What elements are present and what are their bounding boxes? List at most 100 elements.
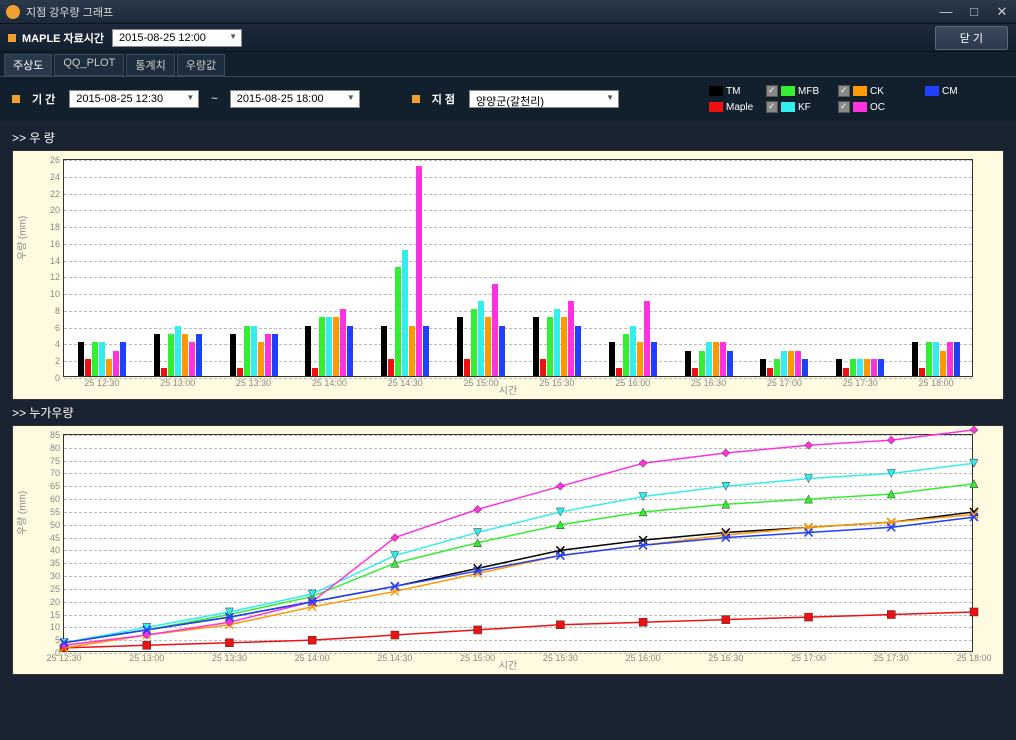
marker-oc: [970, 426, 978, 434]
line-chart-panel: 우량 (mm) 05101520253035404550556065707580…: [12, 425, 1004, 675]
marker-icon: [412, 95, 420, 103]
bar-ck: [409, 326, 415, 376]
bar-cm: [272, 334, 278, 376]
bar-group: [912, 342, 960, 376]
legend-item-oc[interactable]: OC: [838, 101, 902, 113]
legend-checkbox[interactable]: [838, 101, 850, 113]
bar-tm: [533, 317, 539, 376]
minimize-button[interactable]: —: [938, 4, 954, 20]
legend-item-maple[interactable]: Maple: [694, 101, 758, 113]
y-tick-label: 20: [50, 205, 60, 215]
line-tm: [64, 512, 974, 643]
bar-group: [78, 342, 126, 376]
bar-ck: [333, 317, 339, 376]
bar-chart-title: >> 우 량: [12, 129, 1004, 146]
gridline: [64, 244, 972, 245]
bar-maple: [312, 368, 318, 376]
tab-qq_plot[interactable]: QQ_PLOT: [54, 54, 124, 76]
legend-item-kf[interactable]: KF: [766, 101, 830, 113]
x-tick-label: 25 17:00: [767, 378, 802, 388]
marker-kf: [391, 552, 399, 560]
y-tick-label: 12: [50, 272, 60, 282]
bar-oc: [947, 342, 953, 376]
legend-item-mfb[interactable]: MFB: [766, 85, 830, 97]
period-from-combo[interactable]: 2015-08-25 12:30: [69, 90, 199, 108]
legend-item-tm[interactable]: TM: [694, 85, 758, 97]
station-combo[interactable]: 양양군(갈천리): [469, 90, 619, 108]
maple-time-combo[interactable]: 2015-08-25 12:00: [112, 29, 242, 47]
y-tick-label: 40: [50, 545, 60, 555]
bar-mfb: [319, 317, 325, 376]
bar-ck: [713, 342, 719, 376]
bar-tm: [685, 351, 691, 376]
bar-cm: [120, 342, 126, 376]
x-tick-label: 25 13:00: [160, 378, 195, 388]
bar-oc: [795, 351, 801, 376]
bar-tm: [609, 342, 615, 376]
x-tick-label: 25 16:30: [708, 653, 743, 663]
filter-bar: 기 간 2015-08-25 12:30 ~ 2015-08-25 18:00 …: [0, 77, 1016, 121]
period-to-combo[interactable]: 2015-08-25 18:00: [230, 90, 360, 108]
bar-group: [457, 284, 505, 376]
tab-통계치[interactable]: 통계치: [126, 54, 174, 76]
bar-tm: [78, 342, 84, 376]
bar-cm: [423, 326, 429, 376]
x-tick-label: 25 15:00: [464, 378, 499, 388]
bar-ck: [182, 334, 188, 376]
bar-mfb: [547, 317, 553, 376]
y-tick-label: 18: [50, 222, 60, 232]
legend-checkbox[interactable]: [766, 85, 778, 97]
legend-checkbox[interactable]: [766, 101, 778, 113]
bar-tm: [305, 326, 311, 376]
bar-tm: [760, 359, 766, 376]
bar-ck: [864, 359, 870, 376]
bar-mfb: [395, 267, 401, 376]
bar-tm: [912, 342, 918, 376]
y-tick-label: 16: [50, 239, 60, 249]
close-panel-button[interactable]: 닫 기: [935, 26, 1008, 50]
bar-kf: [326, 317, 332, 376]
bar-mfb: [92, 342, 98, 376]
gridline: [64, 653, 972, 654]
x-tick-label: 25 14:30: [377, 653, 412, 663]
marker-maple: [225, 639, 233, 647]
gridline: [64, 261, 972, 262]
y-tick-label: 55: [50, 507, 60, 517]
legend-label: TM: [726, 86, 758, 97]
x-tick-label: 25 16:00: [626, 653, 661, 663]
tab-우량값[interactable]: 우량값: [177, 54, 225, 76]
gridline: [64, 378, 972, 379]
legend-label: CK: [870, 86, 902, 97]
bar-mfb: [471, 309, 477, 376]
window-title: 지점 강우량 그래프: [26, 4, 938, 20]
gridline: [64, 160, 972, 161]
line-cm: [64, 517, 974, 643]
legend-item-ck[interactable]: CK: [838, 85, 902, 97]
marker-icon: [12, 95, 20, 103]
y-tick-label: 10: [50, 622, 60, 632]
marker-oc: [887, 436, 895, 444]
period-label: 기 간: [32, 91, 55, 107]
legend-swatch: [781, 86, 795, 96]
legend-swatch: [781, 102, 795, 112]
legend-spacer: [694, 85, 706, 97]
bar-tm: [457, 317, 463, 376]
y-tick-label: 26: [50, 155, 60, 165]
bar-kf: [630, 326, 636, 376]
x-tick-label: 25 18:00: [956, 653, 991, 663]
app-icon: [6, 5, 20, 19]
x-tick-label: 25 17:00: [791, 653, 826, 663]
tab-주상도[interactable]: 주상도: [4, 54, 52, 76]
bar-ck: [485, 317, 491, 376]
legend-checkbox[interactable]: [838, 85, 850, 97]
bar-cm: [802, 359, 808, 376]
legend-item-cm[interactable]: CM: [910, 85, 974, 97]
y-tick-label: 20: [50, 597, 60, 607]
bar-cm: [196, 334, 202, 376]
maximize-button[interactable]: □: [966, 4, 982, 20]
x-tick-label: 25 15:30: [539, 378, 574, 388]
x-tick-label: 25 17:30: [874, 653, 909, 663]
main-toolbar: MAPLE 자료시간 2015-08-25 12:00 닫 기: [0, 24, 1016, 52]
close-window-button[interactable]: ✕: [994, 4, 1010, 20]
bar-maple: [161, 368, 167, 376]
